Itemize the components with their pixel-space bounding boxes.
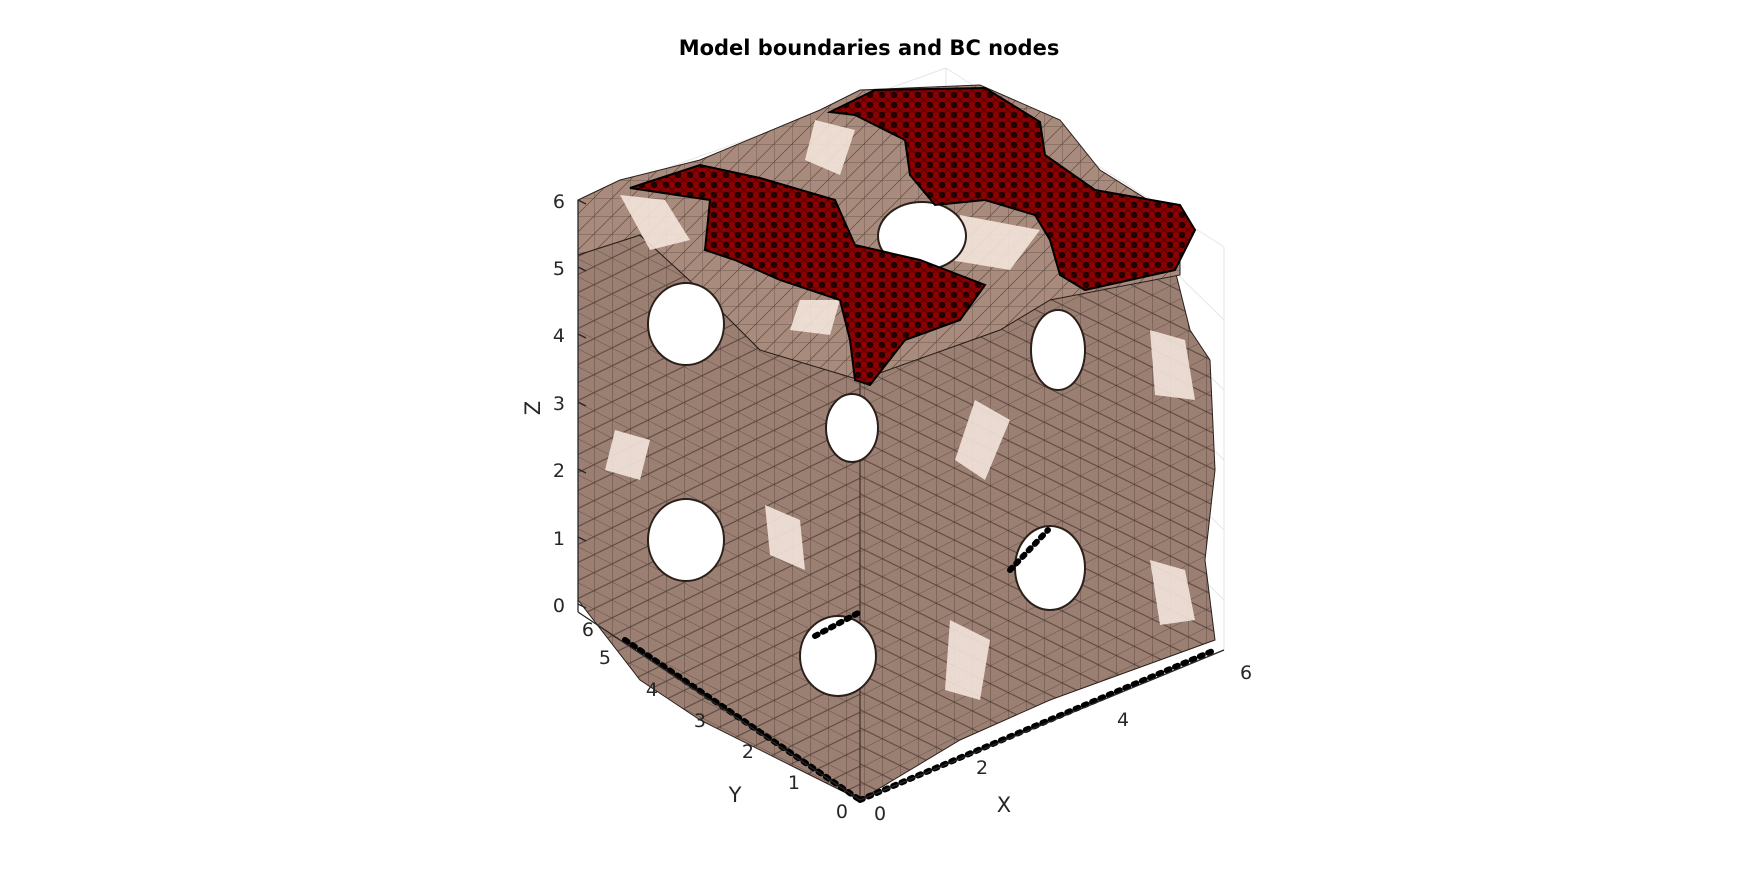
y-axis-label: Y bbox=[728, 783, 742, 807]
x-tick-4: 4 bbox=[1117, 709, 1129, 731]
z-tick-2: 2 bbox=[553, 460, 565, 482]
y-tick-6: 6 bbox=[582, 619, 594, 641]
y-tick-4: 4 bbox=[646, 679, 658, 701]
z-tick-0: 0 bbox=[553, 595, 565, 617]
x-axis-label: X bbox=[997, 793, 1011, 817]
bc-top-face-2 bbox=[826, 86, 1197, 292]
z-tick-3: 3 bbox=[553, 393, 565, 415]
lattice-holes bbox=[647, 201, 1086, 697]
z-tick-1: 1 bbox=[553, 528, 565, 550]
surface-highlights bbox=[605, 120, 1195, 700]
z-tick-5: 5 bbox=[553, 258, 565, 280]
y-tick-2: 2 bbox=[742, 741, 754, 763]
z-tick-6: 6 bbox=[553, 191, 565, 213]
z-tick-labels: 6 5 4 3 2 1 0 bbox=[553, 191, 565, 617]
x-tick-2: 2 bbox=[976, 757, 988, 779]
x-tick-0: 0 bbox=[874, 803, 886, 825]
axis-ticks bbox=[577, 199, 587, 609]
y-tick-0: 0 bbox=[836, 801, 848, 823]
z-axis-label: Z bbox=[521, 401, 545, 415]
x-tick-6: 6 bbox=[1240, 662, 1252, 684]
y-tick-labels: 6 5 4 3 2 1 0 bbox=[582, 619, 848, 823]
y-tick-3: 3 bbox=[694, 710, 706, 732]
bc-top-face bbox=[629, 163, 987, 387]
x-tick-labels: 0 2 4 6 bbox=[874, 662, 1252, 825]
figure-title: Model boundaries and BC nodes bbox=[678, 36, 1060, 60]
y-tick-5: 5 bbox=[599, 647, 611, 669]
axis-lines bbox=[577, 200, 1225, 801]
z-tick-4: 4 bbox=[553, 325, 565, 347]
y-tick-1: 1 bbox=[788, 772, 800, 794]
